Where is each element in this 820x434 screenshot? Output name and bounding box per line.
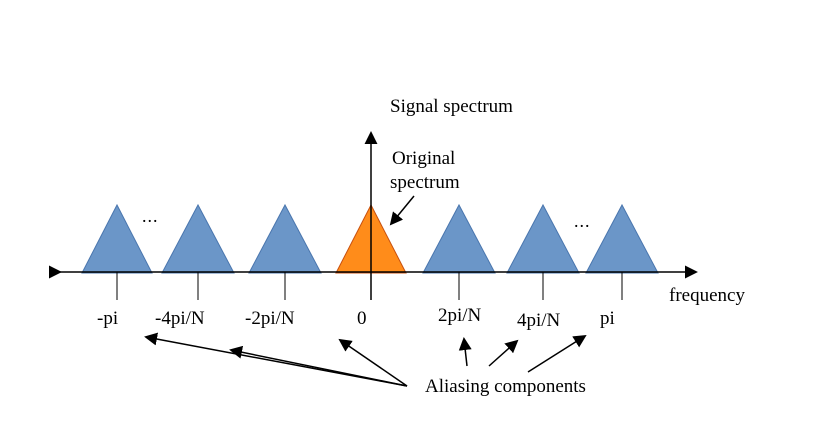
aliasing-components-label: Aliasing components (425, 376, 586, 397)
tick-label-neg-2pi-n: -2pi/N (245, 308, 295, 329)
tick-label-2pi-n: 2pi/N (438, 305, 482, 326)
ellipsis-right: ... (574, 211, 591, 231)
tick-label-neg-pi: -pi (97, 308, 118, 329)
original-spectrum-label-line1: Original (392, 148, 455, 169)
tick-label-pi: pi (600, 308, 615, 329)
aliasing-arrow-to-2pi-n (458, 337, 472, 367)
aliasing-spectrum-triangle-5 (506, 203, 580, 274)
original-spectrum-label-line2: spectrum (390, 172, 460, 193)
aliasing-arrow-to-pi (527, 334, 587, 373)
frequency-axis-label: frequency (669, 285, 745, 306)
tick-label-zero: 0 (357, 308, 367, 329)
aliasing-spectrum-triangle-2 (161, 203, 235, 274)
tick-label-neg-4pi-n: -4pi/N (155, 308, 205, 329)
aliasing-spectrum-triangle-3 (248, 203, 322, 274)
aliasing-spectrum-triangle-6 (585, 203, 659, 274)
aliasing-arrow-to-zero (338, 338, 408, 387)
original-spectrum-pointer-arrow (389, 195, 415, 226)
tick-label-4pi-n: 4pi/N (517, 310, 561, 331)
aliasing-spectrum-triangle-4 (422, 203, 496, 274)
aliasing-arrow-to-neg-4pi-n (229, 345, 408, 387)
signal-spectrum-title: Signal spectrum (390, 96, 513, 117)
ellipsis-left: ... (142, 206, 159, 226)
aliasing-arrow-to-4pi-n (488, 339, 519, 367)
